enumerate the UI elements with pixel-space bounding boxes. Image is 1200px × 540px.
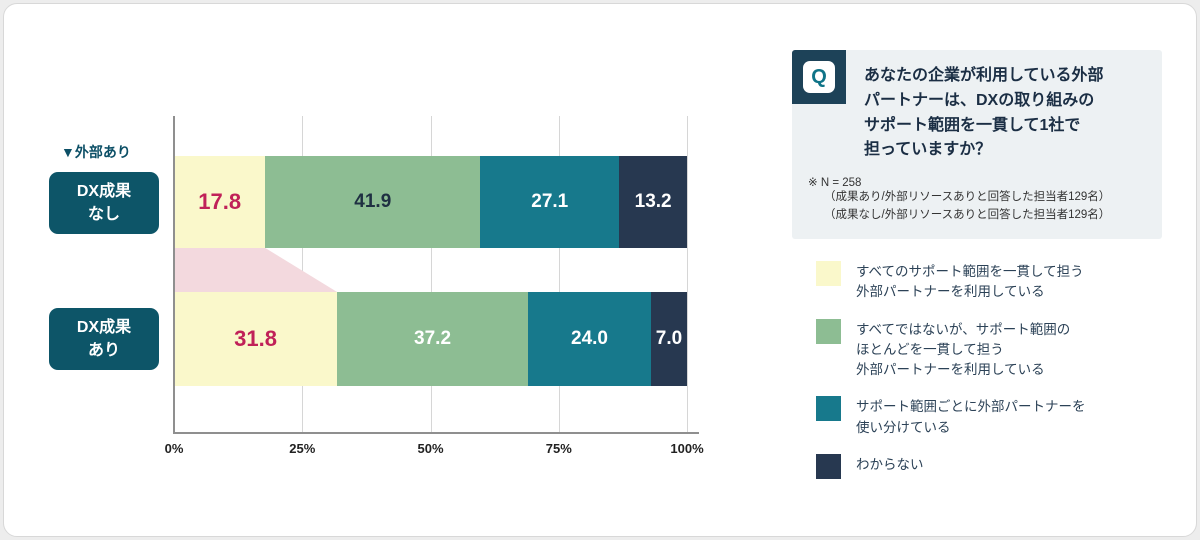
bar-segment: 31.8 [174,292,338,386]
bar-value-label: 7.0 [655,328,683,349]
legend-swatch-navy [816,453,841,479]
bar-segment: 7.0 [651,292,687,386]
x-axis-line [174,432,699,434]
sample-size-detail: （成果あり/外部リソースありと回答した担当者129名） （成果なし/外部リソース… [824,191,1111,221]
legend-label: わからない [856,456,924,472]
bar-value-label: 24.0 [571,328,608,349]
survey-chart-card: ▼外部あり DX成果 なし DX成果 あり 17.8 41.9 27.1 13.2 3… [3,3,1197,537]
gridline [687,116,688,434]
group-label-external: ▼外部あり [61,144,131,160]
bar-segment: 24.0 [527,292,652,386]
sample-size-head: ※ N = 258 [808,177,862,190]
legend-swatch-teal [816,396,841,422]
bar-value-label: 13.2 [634,191,672,212]
question-icon: Q [792,50,846,104]
legend-item: サポート範囲ごとに外部パートナーを 使い分けている [816,395,1168,438]
x-tick-label: 50% [417,441,444,456]
x-tick-label: 0% [164,441,184,456]
legend-item: すべてのサポート範囲を一貫して担う 外部パートナーを利用している [816,260,1168,303]
bar-value-label: 41.9 [354,191,392,212]
question-text: あなたの企業が利用している外部 パートナーは、DXの取り組みの サポート範囲を一… [864,67,1104,159]
plot-area: 17.8 41.9 27.1 13.2 31.8 37.2 24.0 7.0 0% 25% 50… [165,116,704,456]
bar-segment: 13.2 [619,156,687,248]
bar-value-label: 17.8 [198,189,242,214]
bar-segment: 37.2 [337,292,528,386]
y-axis-line [173,116,175,434]
legend-swatch-green [816,318,841,344]
bar-value-label: 31.8 [234,326,277,351]
bar-row-1: 31.8 37.2 24.0 7.0 [174,292,687,386]
bar-row-0: 17.8 41.9 27.1 13.2 [174,156,687,248]
x-tick-label: 100% [670,441,704,456]
legend-label: すべてではないが、サポート範囲の ほとんどを一貫して担う 外部パートナーを利用し… [856,321,1071,378]
gridline [558,116,560,434]
legend-label: すべてのサポート範囲を一貫して担う 外部パートナーを利用している [856,264,1084,300]
legend: すべてのサポート範囲を一貫して担う 外部パートナーを利用している すべてではない… [816,260,1168,479]
gridline [430,116,432,434]
legend-item: わからない [816,453,1168,479]
bar-value-label: 27.1 [531,191,569,212]
row-label-dx-result: DX成果 あり [49,308,159,370]
x-tick-label: 75% [545,441,572,456]
legend-swatch-yellow [816,261,841,286]
row-label-dx-no-result: DX成果 なし [49,172,159,234]
bar-segment: 17.8 [174,156,266,248]
bar-segment: 27.1 [480,156,620,248]
bar-value-label: 37.2 [414,328,452,349]
bar-segment: 41.9 [265,156,481,248]
legend-label: サポート範囲ごとに外部パートナーを 使い分けている [856,399,1086,435]
sample-size-note: ※ N = 258 （成果あり/外部リソースありと回答した担当者129名） （成… [808,175,1146,225]
q-letter: Q [803,61,835,93]
x-tick-label: 25% [289,441,316,456]
question-panel: Q あなたの企業が利用している外部 パートナーは、DXの取り組みの サポート範囲… [792,50,1162,239]
legend-item: すべてではないが、サポート範囲の ほとんどを一貫して担う 外部パートナーを利用し… [816,318,1168,381]
